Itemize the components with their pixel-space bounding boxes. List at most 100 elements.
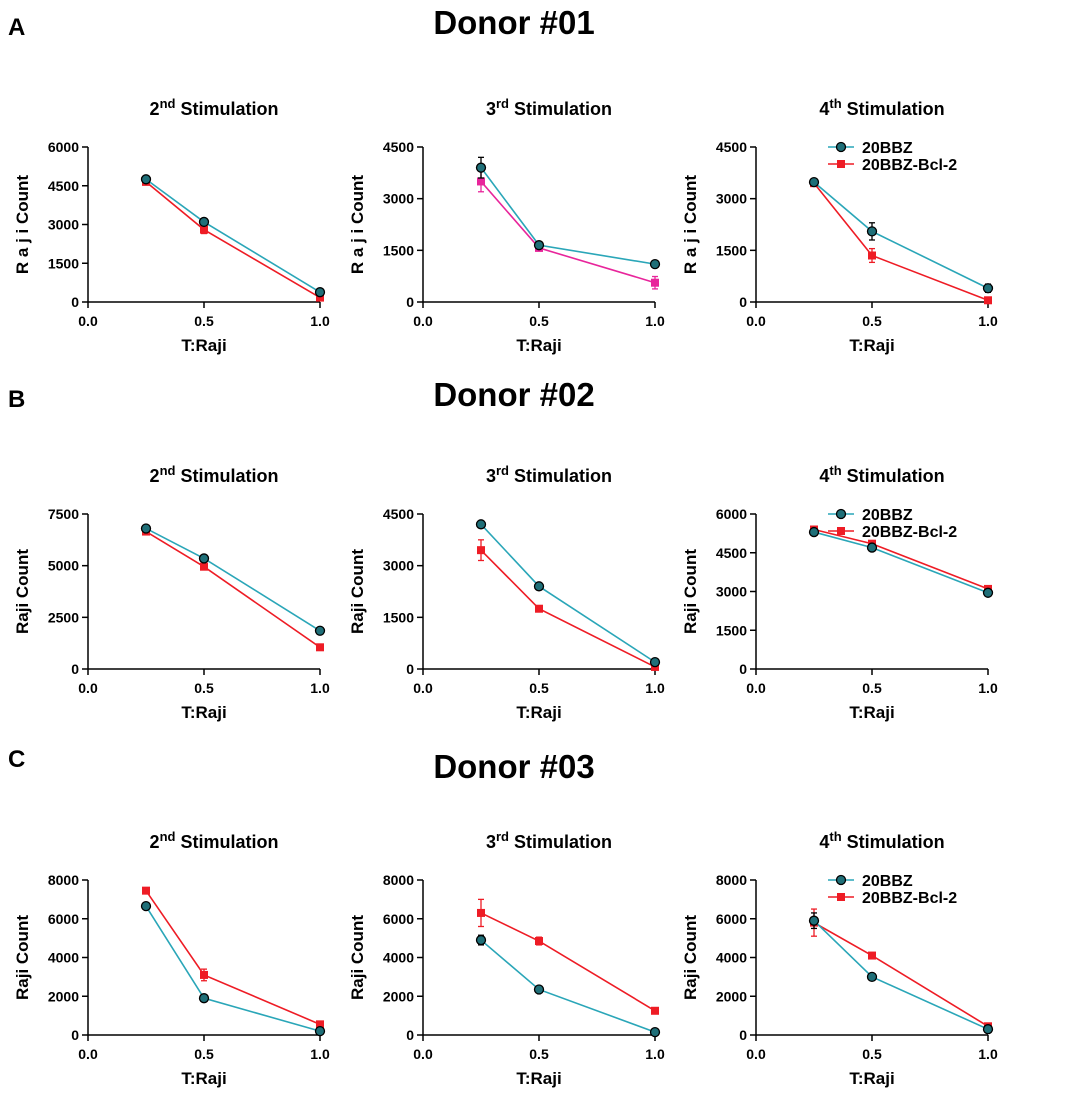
y-tick-label: 2500	[48, 609, 79, 625]
chart-donor2-stim2: 2nd Stimulation 0 2500 5000 7500 0.0 0.5 1.0 T:R…	[13, 463, 330, 722]
chart-donor2-stim4: 4th Stimulation 0 1500 3000 4500 6000 0.0 0.5 1.…	[681, 463, 998, 722]
series-20bbz-point	[982, 1024, 994, 1035]
title-text: Stimulation	[842, 832, 945, 852]
x-axis-label: T:Raji	[849, 1069, 894, 1088]
y-tick-label: 5000	[48, 558, 79, 574]
donor-title: Donor #01	[433, 4, 595, 41]
y-axis-label: Raji Count	[348, 915, 367, 1000]
y-tick-label: 2000	[716, 988, 747, 1004]
chart-title: 2nd Stimulation	[150, 829, 279, 852]
chart-donor1-stim2: 2nd Stimulation 0 1500 3000 4500 6000 0.0 0.5 1.…	[13, 96, 330, 355]
series-20bbz-bcl2-point	[651, 1006, 659, 1015]
x-axis-label: T:Raji	[181, 1069, 226, 1088]
y-tick-label: 2000	[48, 988, 79, 1004]
series-20bbz-bcl2-line	[145, 530, 321, 648]
series-20bbz-line	[480, 939, 656, 1033]
y-tick-label: 8000	[716, 872, 747, 888]
title-ordinal: 4	[819, 466, 829, 486]
y-tick-label: 1500	[716, 622, 747, 638]
x-tick-label: 1.0	[645, 313, 665, 329]
x-tick-label: 0.5	[862, 1046, 882, 1062]
chart-title: 2nd Stimulation	[150, 463, 279, 486]
y-tick-label: 4500	[383, 506, 414, 522]
x-tick-label: 0.0	[78, 1046, 98, 1062]
x-axis-label: T:Raji	[516, 703, 561, 722]
series-20bbz-bcl2-point	[316, 643, 324, 652]
title-ordinal: 4	[819, 99, 829, 119]
series-20bbz-point	[533, 581, 545, 592]
series-20bbz-bcl2-point	[535, 937, 543, 946]
chart-title: 3rd Stimulation	[486, 463, 612, 486]
x-tick-label: 1.0	[978, 1046, 998, 1062]
donor-title: Donor #02	[433, 376, 595, 413]
y-tick-label: 4000	[48, 950, 79, 966]
title-text: Stimulation	[842, 466, 945, 486]
series-20bbz-line	[145, 178, 321, 293]
x-tick-label: 0.5	[194, 1046, 214, 1062]
y-tick-label: 3000	[716, 584, 747, 600]
series-20bbz-bcl2-point	[200, 970, 208, 979]
legend-label: 20BBZ	[862, 140, 913, 157]
chart-donor3-stim4: 4th Stimulation 0 2000 4000 6000 8000 0.0 0.5 1.…	[681, 829, 998, 1088]
y-tick-label: 1500	[383, 242, 414, 258]
y-axis-label: R a j i Count	[681, 175, 700, 275]
series-20bbz-bcl2-line	[145, 890, 321, 1026]
x-tick-label: 1.0	[310, 313, 330, 329]
series-20bbz-bcl2-point	[477, 177, 485, 186]
y-tick-label: 6000	[716, 911, 747, 927]
title-ordinal: 3	[486, 466, 496, 486]
x-tick-label: 0.5	[529, 680, 549, 696]
y-tick-label: 4500	[383, 139, 414, 155]
x-tick-label: 0.5	[862, 680, 882, 696]
y-tick-label: 0	[406, 1027, 414, 1043]
x-tick-label: 0.5	[529, 313, 549, 329]
y-axis-label: Raji Count	[13, 915, 32, 1000]
legend-marker	[837, 160, 845, 168]
series-20bbz-point	[314, 287, 326, 298]
series-20bbz-line	[480, 167, 656, 265]
series-20bbz-point	[140, 523, 152, 534]
chart-donor1-stim4: 4th Stimulation 0 1500 3000 4500 0.0 0.5 1.0 T:R…	[681, 96, 998, 355]
y-tick-label: 0	[406, 661, 414, 677]
series-20bbz-bcl2-point	[535, 604, 543, 613]
legend-label: 20BBZ-Bcl-2	[862, 524, 957, 541]
x-tick-label: 1.0	[978, 680, 998, 696]
y-tick-label: 4500	[48, 178, 79, 194]
series-20bbz-bcl2-point	[477, 546, 485, 555]
y-tick-label: 0	[739, 294, 747, 310]
title-superscript: nd	[160, 96, 176, 111]
x-axis-label: T:Raji	[181, 703, 226, 722]
legend-marker	[835, 141, 847, 153]
chart-donor3-stim3: 3rd Stimulation 0 2000 4000 6000 8000 0.0 0.5 1.…	[348, 829, 665, 1088]
legend-marker	[835, 508, 847, 520]
title-superscript: rd	[496, 463, 509, 478]
chart-title: 2nd Stimulation	[150, 96, 279, 119]
x-tick-label: 0.0	[746, 313, 766, 329]
y-axis-label: Raji Count	[681, 915, 700, 1000]
x-tick-label: 0.5	[194, 680, 214, 696]
series-20bbz-line	[145, 527, 321, 632]
legend-marker	[835, 874, 847, 886]
series-20bbz-point	[198, 216, 210, 228]
series-20bbz-point	[533, 984, 545, 995]
y-tick-label: 4000	[383, 950, 414, 966]
series-20bbz-line	[813, 181, 989, 289]
x-tick-label: 0.5	[862, 313, 882, 329]
y-tick-label: 1500	[716, 242, 747, 258]
title-text: Stimulation	[175, 466, 278, 486]
series-20bbz-bcl2-line	[813, 921, 989, 1027]
series-20bbz-point	[140, 174, 152, 185]
panel-letter: B	[8, 386, 26, 413]
series-20bbz-bcl2-point	[316, 1020, 324, 1029]
title-superscript: th	[829, 829, 841, 844]
title-superscript: th	[829, 463, 841, 478]
series-20bbz-bcl2-point	[200, 225, 208, 234]
x-tick-label: 1.0	[645, 1046, 665, 1062]
y-tick-label: 3000	[383, 191, 414, 207]
chart-donor1-stim3: 3rd Stimulation 0 1500 3000 4500 0.0 0.5 1.0 T:R…	[348, 96, 665, 355]
chart-title: 4th Stimulation	[819, 829, 944, 852]
title-ordinal: 3	[486, 832, 496, 852]
x-axis-label: T:Raji	[849, 336, 894, 355]
y-axis-label: R a j i Count	[348, 175, 367, 275]
y-tick-label: 4500	[716, 545, 747, 561]
